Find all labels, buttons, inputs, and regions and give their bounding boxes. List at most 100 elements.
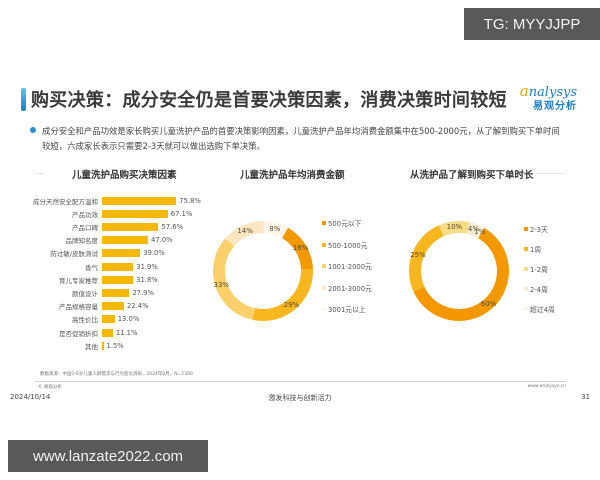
watermark-url: www.lanzate2022.com: [8, 440, 208, 472]
donut2-legend: 2-3天 1周 1-2周 2-4周 超过4周: [524, 224, 594, 324]
donut-value-label: 8%: [269, 224, 281, 233]
legend-item: 1周: [524, 244, 541, 254]
page-number: 31: [581, 393, 590, 401]
legend-item: 2001-3000元: [322, 283, 372, 293]
donut-value-label: 33%: [213, 281, 230, 290]
legend-item: 3001元以上: [322, 304, 366, 314]
bar: [102, 209, 168, 218]
bar: [102, 315, 115, 324]
bar-row: 是否促销折扣 11.1%: [0, 326, 210, 339]
donut-slice: [438, 221, 470, 237]
chart1-title-rule-left: [34, 173, 44, 174]
bar-row: 高性价比 13.0%: [0, 313, 210, 326]
page-title: 购买决策：成分安全仍是首要决策因素，消费决策时间较短: [31, 90, 507, 111]
footer-url: www.analysys.cn: [527, 384, 566, 389]
legend-item: 500-1000元: [322, 240, 368, 250]
bar-category-label: 香气: [85, 263, 98, 272]
legend-swatch-icon: [322, 307, 326, 311]
logo-cn: 易观分析: [533, 101, 577, 112]
donut1-legend: 500元以下 500-1000元 1001-2000元 2001-3000元 3001元…: [322, 218, 397, 318]
legend-swatch-icon: [524, 247, 528, 251]
bar-row: 品牌知名度 47.0%: [0, 234, 210, 247]
bar-category-label: 品牌知名度: [65, 237, 99, 246]
donut-value-label: 1%: [474, 228, 486, 237]
donut-value-label: 10%: [446, 223, 463, 232]
legend-swatch-icon: [322, 285, 326, 290]
chart1-title: 儿童洗护品购买决策因素: [72, 170, 177, 181]
legend-label: 1周: [530, 246, 542, 254]
chart3-title: 从洗护品了解到购买下单时长: [410, 170, 534, 181]
bar-value-label: 27.9%: [132, 288, 154, 297]
bar-category-label: 成分天然安全配方温和: [33, 197, 98, 206]
bar-row: 育儿专家推荐 31.8%: [0, 273, 210, 286]
bar: [102, 328, 113, 337]
bar-category-label: 颜值设计: [72, 289, 98, 298]
bar-value-label: 39.0%: [143, 249, 165, 258]
legend-swatch-icon: [322, 221, 326, 225]
chart3-title-rule-right: [536, 173, 566, 174]
donut-chart-spending: [213, 221, 313, 321]
bar-category-label: 其他: [85, 342, 98, 351]
legend-item: 500元以下: [322, 218, 361, 228]
bar-value-label: 11.1%: [115, 328, 138, 337]
donut-value-label: 29%: [283, 300, 300, 309]
footer-slogan: 激发科技与创新活力: [268, 394, 332, 402]
bar-row: 其他 1.5%: [0, 339, 210, 352]
legend-label: 500-1000元: [328, 241, 368, 250]
donut-value-label: 25%: [410, 251, 426, 260]
bar-category-label: 育儿专家推荐: [59, 276, 98, 285]
donut-slice: [225, 221, 265, 247]
donut-slice: [475, 226, 484, 239]
bullet-icon: [30, 127, 36, 133]
donut1-labels: 16% 29% 33% 14% 8%: [207, 215, 319, 327]
donut-slice: [213, 238, 256, 320]
legend-swatch-icon: [524, 267, 528, 271]
title-accent-bar: [21, 88, 26, 111]
legend-swatch-icon: [524, 307, 528, 311]
bar-value-label: 75.8%: [179, 196, 201, 205]
donut-value-label: 16%: [292, 244, 309, 253]
bar-value-label: 57.6%: [161, 222, 184, 231]
bar-value-label: 13.0%: [117, 315, 140, 324]
watermark-tg: TG: MYYJJPP: [464, 8, 600, 40]
legend-item: 1001-2000元: [322, 261, 372, 271]
bar-category-label: 产品功效: [72, 210, 98, 219]
bar: [102, 236, 149, 245]
bar-row: 防过敏/皮肤测试 39.0%: [0, 247, 210, 260]
bar: [102, 222, 159, 231]
bar: [102, 249, 141, 258]
legend-label: 2-3天: [530, 226, 548, 234]
bar-value-label: 31.9%: [136, 262, 158, 271]
legend-label: 500元以下: [328, 220, 362, 228]
legend-swatch-icon: [322, 264, 326, 268]
donut-chart-decision-time: [409, 221, 509, 321]
legend-swatch-icon: [322, 242, 326, 247]
donut-value-label: 60%: [480, 299, 497, 308]
donut-slice: [282, 227, 313, 270]
donut2-labels: 60% 25% 10% 4% 1%: [403, 215, 515, 327]
legend-label: 3001元以上: [328, 306, 366, 314]
bar-row: 香气 31.9%: [0, 260, 210, 273]
bar: [102, 262, 134, 271]
bar: [102, 302, 124, 311]
bar-value-label: 67.1%: [170, 209, 193, 218]
data-source: 数据来源：中国3-6岁儿童人群需求与行为变化调研，2024年8月，N=2300: [40, 372, 193, 377]
legend-item: 2-3天: [524, 224, 548, 234]
bar-row: 产品功效 67.1%: [0, 207, 210, 220]
donut-slice: [252, 268, 313, 321]
bar: [102, 196, 177, 205]
logo-en: analysys: [519, 82, 577, 100]
legend-label: 1001-2000元: [328, 263, 372, 271]
bar-category-label: 高性价比: [72, 316, 98, 325]
legend-swatch-icon: [524, 227, 528, 231]
bar-category-label: 产品规格容量: [59, 303, 98, 312]
bar-row: 产品口碑 57.6%: [0, 220, 210, 233]
donut-slice: [409, 225, 444, 292]
bar-value-label: 1.5%: [106, 341, 124, 350]
legend-swatch-icon: [524, 287, 528, 291]
copyright: © 易观分析: [38, 385, 62, 390]
analysys-logo: analysys 易观分析: [497, 84, 577, 113]
bar-value-label: 22.4%: [126, 302, 149, 311]
bar-row: 颜值设计 27.9%: [0, 286, 210, 299]
donut-slice: [263, 221, 288, 239]
